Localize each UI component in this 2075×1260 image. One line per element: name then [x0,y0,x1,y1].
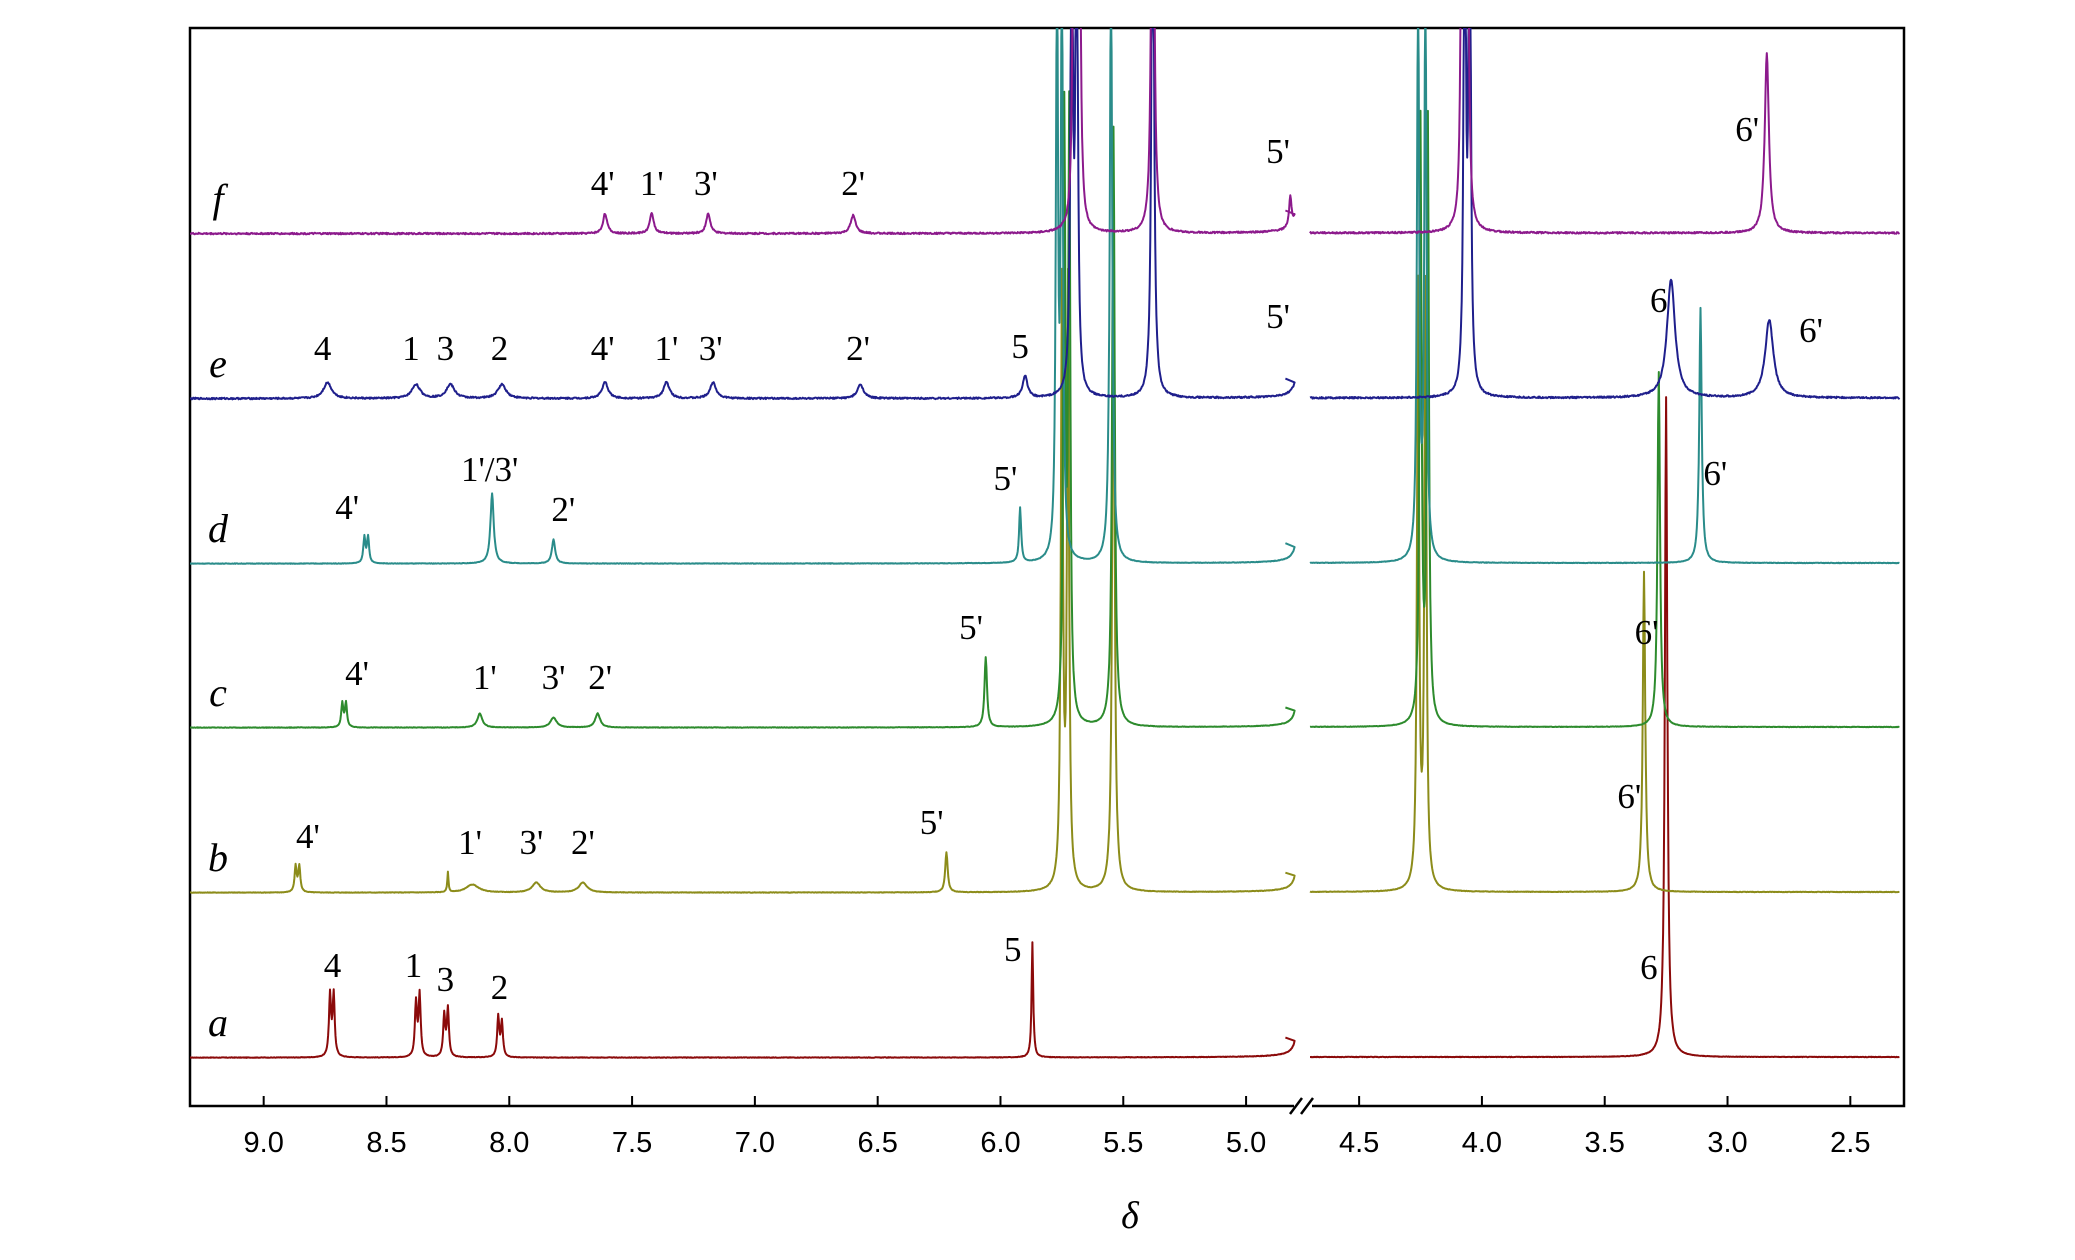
trace-label-f: f [212,176,228,221]
peak-label-d-1: 4' [335,488,359,527]
x-tick-label-10: 4.5 [1339,1127,1379,1159]
trace-label-a: a [208,1000,228,1045]
trace-group [190,28,1901,1059]
trace-label-e: e [209,341,227,386]
peak-label-b-1: 4' [296,817,320,856]
peak-label-e-4: 2 [491,329,509,368]
peak-label-a-1: 4 [324,946,342,985]
trace-f-segment-1 [190,28,1296,236]
trace-a-segment-1 [190,941,1296,1059]
x-tick-label-4: 7.5 [612,1127,652,1159]
trace-c-segment-1 [190,90,1296,729]
trace-b-segment-1 [190,267,1296,894]
peak-label-f-6: 6' [1735,110,1759,149]
peak-label-e-12: 6' [1799,311,1823,350]
peak-label-e-2: 1 [402,329,420,368]
x-axis-label: δ [1121,1195,1140,1237]
peak-label-b-4: 2' [571,823,595,862]
peak-label-e-10: 5' [1266,297,1290,336]
trace-e-segment-1 [190,28,1296,401]
peak-label-d-5: 6' [1703,454,1727,493]
peak-label-c-2: 1' [473,658,497,697]
x-tick-label-13: 3.0 [1707,1127,1747,1159]
peak-label-e-9: 5 [1011,327,1029,366]
peak-label-e-5: 4' [591,329,615,368]
x-tick-label-8: 5.5 [1103,1127,1143,1159]
peak-label-a-3: 3 [437,960,455,999]
x-tick-label-12: 3.5 [1585,1127,1625,1159]
trace-d-segment-1 [190,28,1296,565]
peak-label-c-4: 2' [588,658,612,697]
peak-label-e-11: 6 [1650,281,1668,320]
trace-e-segment-2 [1309,28,1901,400]
x-tick-label-2: 8.5 [366,1127,406,1159]
axis-break-marks [1289,1097,1314,1116]
trace-b-segment-2 [1309,274,1900,894]
x-tick-label-14: 2.5 [1830,1127,1870,1159]
peak-label-c-5: 5' [959,608,983,647]
peak-label-a-2: 1 [405,946,423,985]
peak-label-c-6: 6' [1635,613,1659,652]
peak-label-c-1: 4' [345,654,369,693]
peak-label-a-4: 2 [491,968,509,1007]
trace-a-segment-2 [1309,396,1900,1059]
x-tick-label-5: 7.0 [735,1127,775,1159]
peak-label-d-2: 1'/3' [461,450,518,489]
x-tick-label-9: 5.0 [1226,1127,1266,1159]
peak-label-a-5: 5 [1004,930,1022,969]
x-tick-label-6: 6.5 [858,1127,898,1159]
trace-label-d: d [208,506,229,551]
peak-label-b-2: 1' [458,823,482,862]
trace-label-group: a b c d e f [208,176,229,1045]
x-tick-label-1: 9.0 [244,1127,284,1159]
trace-f-segment-2 [1309,28,1901,235]
x-tick-label-7: 6.0 [980,1127,1020,1159]
peak-label-e-6: 1' [655,329,679,368]
peak-label-group: 4 1 3 25 64' 1' 3' 2'5'6'4' 1' 3' 2'5' 6'4'1'/3'2'5… [296,110,1823,1007]
peak-label-e-1: 4 [314,329,332,368]
peak-label-b-3: 3' [519,823,543,862]
peak-label-b-6: 6' [1617,777,1641,816]
x-tick-label-3: 8.0 [489,1127,529,1159]
peak-label-f-4: 2' [841,164,865,203]
peak-label-f-1: 4' [591,164,615,203]
peak-label-e-3: 3 [437,329,455,368]
peak-label-b-5: 5' [920,803,944,842]
peak-label-a-6: 6 [1640,948,1658,987]
peak-label-f-5: 5' [1266,132,1290,171]
peak-label-e-8: 2' [846,329,870,368]
trace-label-c: c [209,670,227,715]
x-axis: 9.0 8.5 8.0 7.5 7.0 6.5 6.0 5.5 5.0 4.5 4.0 3.5 3.0 2… [244,1096,1870,1159]
peak-label-f-2: 1' [640,164,664,203]
peak-label-f-3: 3' [694,164,718,203]
plot-frame [188,26,1906,1108]
peak-label-c-3: 3' [542,658,566,697]
peak-label-d-3: 2' [551,490,575,529]
trace-label-b: b [208,835,228,880]
peak-label-e-7: 3' [699,329,723,368]
trace-c-segment-2 [1309,109,1900,729]
peak-label-d-4: 5' [993,459,1017,498]
x-tick-label-11: 4.0 [1462,1127,1502,1159]
trace-d-segment-2 [1309,28,1900,565]
